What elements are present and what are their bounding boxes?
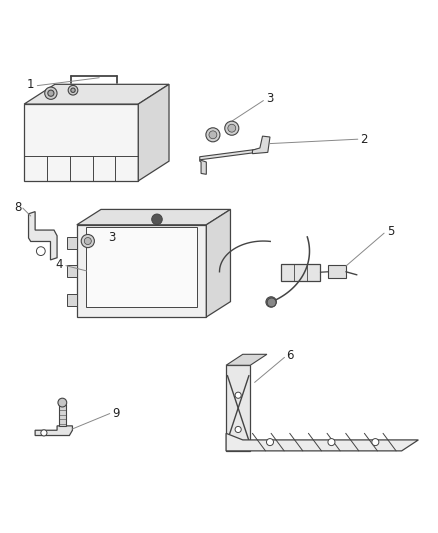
Polygon shape	[35, 426, 72, 435]
Polygon shape	[252, 136, 269, 154]
Circle shape	[266, 439, 273, 446]
Polygon shape	[77, 225, 206, 317]
Polygon shape	[199, 160, 206, 174]
Text: 3: 3	[266, 92, 273, 106]
Polygon shape	[24, 104, 138, 181]
Polygon shape	[67, 294, 77, 306]
Circle shape	[208, 131, 216, 139]
Polygon shape	[28, 212, 57, 260]
Polygon shape	[24, 84, 169, 104]
Circle shape	[36, 247, 45, 255]
Polygon shape	[67, 237, 77, 249]
Text: 3: 3	[108, 231, 115, 245]
Circle shape	[41, 430, 47, 436]
Circle shape	[45, 87, 57, 99]
Polygon shape	[86, 227, 196, 308]
Polygon shape	[226, 365, 250, 451]
Text: 5: 5	[386, 225, 393, 238]
Circle shape	[48, 90, 54, 96]
Circle shape	[152, 214, 162, 224]
Polygon shape	[328, 265, 345, 278]
Text: 1: 1	[27, 78, 35, 91]
Circle shape	[235, 426, 241, 433]
Circle shape	[71, 88, 75, 92]
Circle shape	[267, 298, 276, 307]
Circle shape	[265, 297, 276, 307]
Text: 9: 9	[112, 407, 120, 420]
Circle shape	[227, 124, 235, 132]
Polygon shape	[67, 265, 77, 278]
Circle shape	[58, 398, 67, 407]
Circle shape	[81, 235, 94, 248]
Circle shape	[84, 238, 91, 245]
Polygon shape	[138, 84, 169, 181]
Text: 2: 2	[360, 133, 367, 146]
Polygon shape	[59, 404, 66, 426]
Polygon shape	[77, 209, 230, 225]
Polygon shape	[280, 264, 320, 280]
Text: 6: 6	[285, 349, 293, 362]
Polygon shape	[226, 433, 417, 451]
Polygon shape	[206, 209, 230, 317]
Text: 8: 8	[14, 201, 21, 214]
Circle shape	[371, 439, 378, 446]
Text: 4: 4	[55, 258, 63, 271]
Polygon shape	[199, 149, 256, 160]
Polygon shape	[226, 354, 266, 365]
Circle shape	[205, 128, 219, 142]
Circle shape	[68, 85, 78, 95]
Circle shape	[327, 439, 334, 446]
Circle shape	[235, 392, 241, 398]
Circle shape	[224, 121, 238, 135]
